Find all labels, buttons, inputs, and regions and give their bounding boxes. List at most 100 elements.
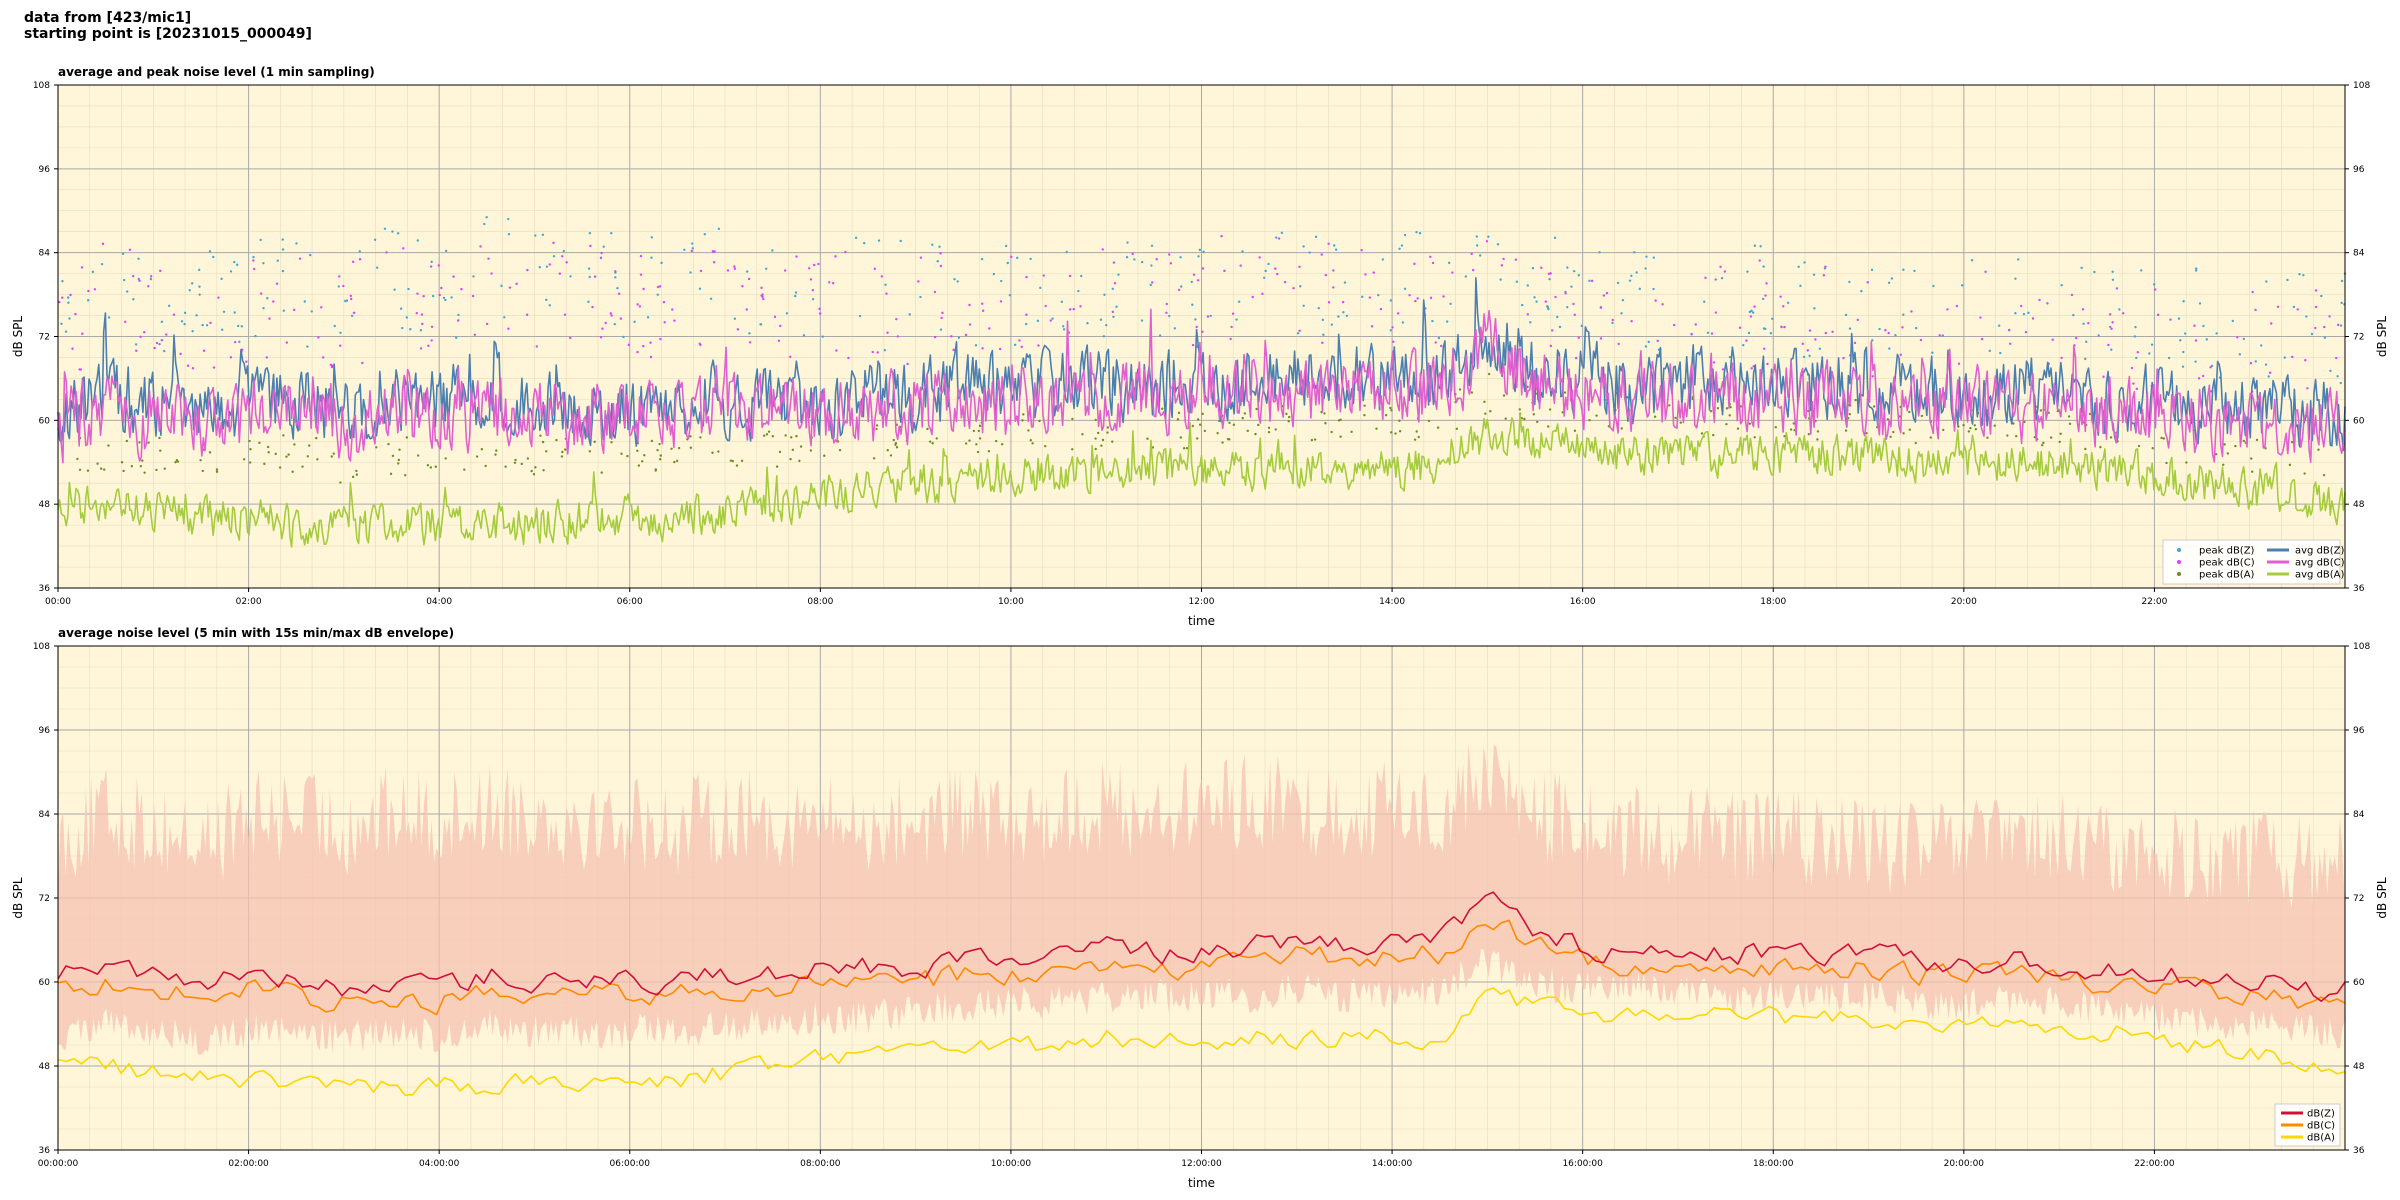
series-point — [1150, 264, 1153, 267]
series-point — [174, 460, 177, 464]
series-point — [1246, 429, 1249, 433]
series-point — [79, 368, 83, 371]
series-point — [1324, 273, 1327, 277]
series-point — [135, 349, 138, 352]
series-point — [471, 294, 475, 298]
series-point — [1449, 302, 1452, 306]
series-point — [2118, 308, 2121, 311]
series-point — [1580, 324, 1583, 328]
series-point — [285, 341, 289, 344]
series-point — [1277, 237, 1281, 240]
legend-label: avg dB(A) — [2295, 570, 2345, 581]
series-point — [980, 257, 984, 261]
series-point — [1332, 269, 1335, 272]
series-point — [1723, 270, 1727, 273]
series-point — [1620, 427, 1623, 430]
series-point — [1720, 276, 1724, 280]
series-point — [660, 261, 663, 265]
series-point — [731, 459, 734, 463]
series-point — [1536, 420, 1539, 424]
series-point — [713, 250, 716, 253]
series-point — [199, 458, 202, 462]
series-point — [1176, 418, 1180, 421]
series-point — [1165, 311, 1168, 315]
series-point — [1779, 295, 1782, 298]
series-point — [977, 429, 981, 433]
series-point — [1856, 318, 1860, 322]
series-point — [562, 249, 566, 253]
series-point — [2209, 366, 2212, 369]
series-point — [1590, 279, 1594, 283]
series-point — [2102, 375, 2105, 378]
series-point — [2197, 377, 2201, 380]
series-point — [507, 217, 510, 221]
series-point — [190, 282, 194, 285]
series-point — [1674, 416, 1677, 420]
series-db-c-line — [57, 919, 2346, 1016]
series-point — [339, 331, 342, 334]
series-point — [790, 436, 793, 439]
series-point — [1595, 414, 1598, 417]
series-point — [1919, 338, 1923, 342]
series-point — [281, 269, 285, 273]
series-point — [2137, 444, 2141, 448]
series-point — [699, 343, 702, 346]
series-point — [564, 448, 567, 451]
series-point — [265, 356, 268, 359]
series-point — [1191, 424, 1194, 428]
series-point — [258, 441, 261, 445]
series-point — [896, 335, 900, 338]
series-point — [775, 465, 779, 468]
series-point — [2234, 444, 2237, 448]
series-point — [479, 245, 482, 248]
series-point — [475, 455, 479, 458]
series-point — [1146, 437, 1149, 440]
series-point — [699, 269, 703, 273]
series-point — [1721, 368, 1725, 371]
series-point — [252, 267, 256, 271]
series-point — [1198, 423, 1202, 426]
series-point — [2302, 273, 2305, 277]
series-point — [1384, 414, 1388, 417]
x-tick-label: 04:00 — [426, 597, 452, 607]
series-point — [138, 441, 141, 444]
series-point — [760, 294, 763, 297]
series-point — [1451, 271, 1454, 274]
series-point — [1379, 307, 1383, 311]
series-point — [1327, 242, 1330, 246]
series-point — [1392, 340, 1395, 343]
series-point — [272, 300, 275, 303]
series-point — [616, 287, 619, 290]
series-point — [1429, 296, 1433, 300]
series-point — [1548, 408, 1552, 411]
series-point — [535, 345, 538, 348]
series-point — [1748, 422, 1752, 425]
series-point — [405, 436, 409, 439]
series-point — [409, 328, 412, 331]
series-point — [1036, 319, 1040, 323]
series-point — [1179, 436, 1183, 439]
series-point — [636, 449, 639, 452]
series-point — [552, 241, 555, 245]
series-point — [1638, 287, 1642, 291]
series-point — [1808, 354, 1811, 358]
series-point — [889, 454, 893, 457]
series-point — [2250, 470, 2254, 473]
series-point — [1390, 409, 1393, 412]
series-point — [1161, 407, 1164, 410]
series-point — [1563, 391, 1567, 394]
series-point — [66, 296, 70, 299]
series-point — [2111, 278, 2115, 282]
series-point — [373, 238, 377, 241]
series-point — [1275, 236, 1278, 239]
series-point — [675, 459, 679, 463]
series-point — [610, 441, 613, 444]
series-point — [2084, 357, 2087, 361]
series-point — [1526, 284, 1529, 287]
series-point — [141, 459, 144, 462]
series-point — [614, 276, 617, 279]
series-point — [736, 328, 740, 331]
series-point — [130, 464, 134, 468]
y-tick-label-right: 108 — [2353, 81, 2370, 91]
series-point — [1931, 351, 1934, 354]
